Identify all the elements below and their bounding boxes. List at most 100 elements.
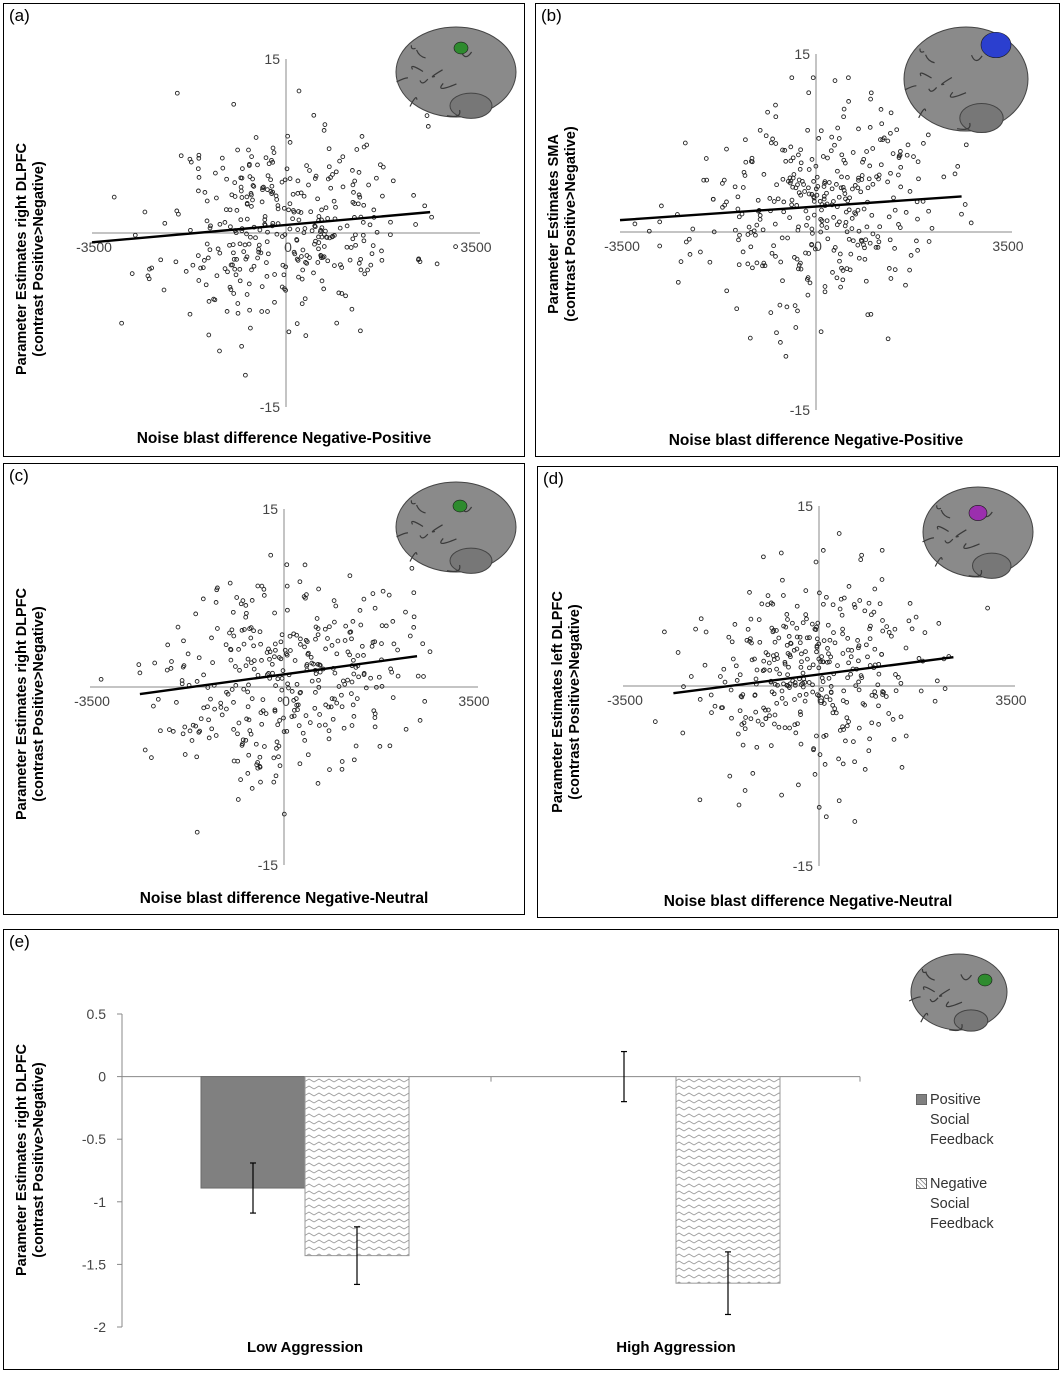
data-point xyxy=(313,690,318,695)
data-point xyxy=(803,649,808,654)
data-point xyxy=(913,614,919,620)
x-tick-label: 3500 xyxy=(992,238,1023,254)
data-point xyxy=(266,251,271,257)
data-point xyxy=(772,721,777,727)
data-point xyxy=(411,193,416,198)
data-point xyxy=(858,189,864,195)
data-point xyxy=(227,580,233,586)
data-point xyxy=(985,605,990,611)
data-point xyxy=(244,610,249,616)
data-point xyxy=(693,626,698,632)
data-point xyxy=(243,663,249,669)
data-point xyxy=(261,593,267,598)
data-point xyxy=(727,773,733,779)
data-point xyxy=(820,659,826,665)
data-point xyxy=(753,676,759,682)
data-point xyxy=(358,328,363,334)
data-point xyxy=(802,189,807,194)
data-point xyxy=(872,586,878,592)
data-point xyxy=(821,601,826,607)
data-point xyxy=(286,685,291,691)
data-point xyxy=(794,625,800,631)
data-point xyxy=(897,225,903,230)
data-point xyxy=(251,666,257,672)
data-point xyxy=(856,687,862,693)
data-point xyxy=(703,156,709,161)
data-point xyxy=(380,193,385,199)
data-point xyxy=(814,643,820,649)
data-point xyxy=(296,88,302,94)
data-point xyxy=(205,255,211,261)
data-point xyxy=(782,659,788,665)
data-point xyxy=(918,688,924,694)
data-point xyxy=(416,256,422,262)
data-point xyxy=(284,166,290,172)
data-point xyxy=(351,671,357,677)
data-point xyxy=(880,689,885,694)
scatter-plot-c: -3500 0 3500 15 -15 xyxy=(74,481,517,873)
y-tick-label: -1.5 xyxy=(82,1256,106,1272)
x-tick-label: 3500 xyxy=(458,693,489,709)
data-point xyxy=(766,660,772,666)
data-point xyxy=(810,231,815,236)
data-point xyxy=(242,242,248,248)
data-point xyxy=(814,174,820,180)
data-point xyxy=(235,758,241,764)
brain-sulcus xyxy=(940,509,951,519)
data-point xyxy=(251,628,256,634)
data-point xyxy=(334,700,340,706)
data-point xyxy=(778,550,784,556)
data-point xyxy=(765,109,770,115)
data-point xyxy=(357,608,363,613)
data-point xyxy=(313,624,319,630)
data-point xyxy=(896,675,901,680)
brain-highlight-region xyxy=(453,41,469,55)
data-point xyxy=(290,191,296,197)
brain-sulcus xyxy=(922,986,936,993)
data-point xyxy=(421,674,426,679)
brain-sulcus xyxy=(963,543,980,550)
data-point xyxy=(261,184,266,190)
data-point xyxy=(302,562,308,568)
brain-sulcus xyxy=(970,54,983,62)
data-point xyxy=(757,639,763,645)
data-point xyxy=(813,559,819,565)
data-point xyxy=(783,624,789,630)
data-point xyxy=(840,626,845,632)
data-point xyxy=(800,620,806,626)
data-point xyxy=(872,689,878,695)
y-tick-label: 15 xyxy=(262,501,278,517)
data-point xyxy=(119,320,124,326)
data-point xyxy=(230,242,236,247)
data-point xyxy=(391,641,397,647)
data-point xyxy=(390,619,396,624)
x-tick-label: 0 xyxy=(817,692,825,708)
data-point xyxy=(743,137,748,143)
data-point xyxy=(875,234,881,239)
data-point xyxy=(347,257,353,263)
data-point xyxy=(269,183,275,189)
data-point xyxy=(390,178,396,184)
data-point xyxy=(855,207,861,213)
data-point xyxy=(829,186,835,192)
data-point xyxy=(259,199,265,205)
data-point xyxy=(337,158,342,164)
data-point xyxy=(257,754,263,760)
data-point xyxy=(314,616,320,621)
data-point xyxy=(227,242,232,248)
data-point xyxy=(852,605,858,610)
data-point xyxy=(846,584,852,589)
data-point xyxy=(279,687,285,693)
data-point xyxy=(262,744,267,749)
data-point xyxy=(357,194,363,200)
data-point xyxy=(835,125,841,131)
data-point xyxy=(742,726,748,732)
data-point xyxy=(886,214,892,220)
data-point xyxy=(867,240,873,246)
data-point xyxy=(243,603,249,608)
data-point xyxy=(880,618,885,623)
data-point xyxy=(323,205,329,211)
data-point xyxy=(165,642,171,648)
data-point xyxy=(675,279,681,285)
data-point xyxy=(201,705,207,711)
